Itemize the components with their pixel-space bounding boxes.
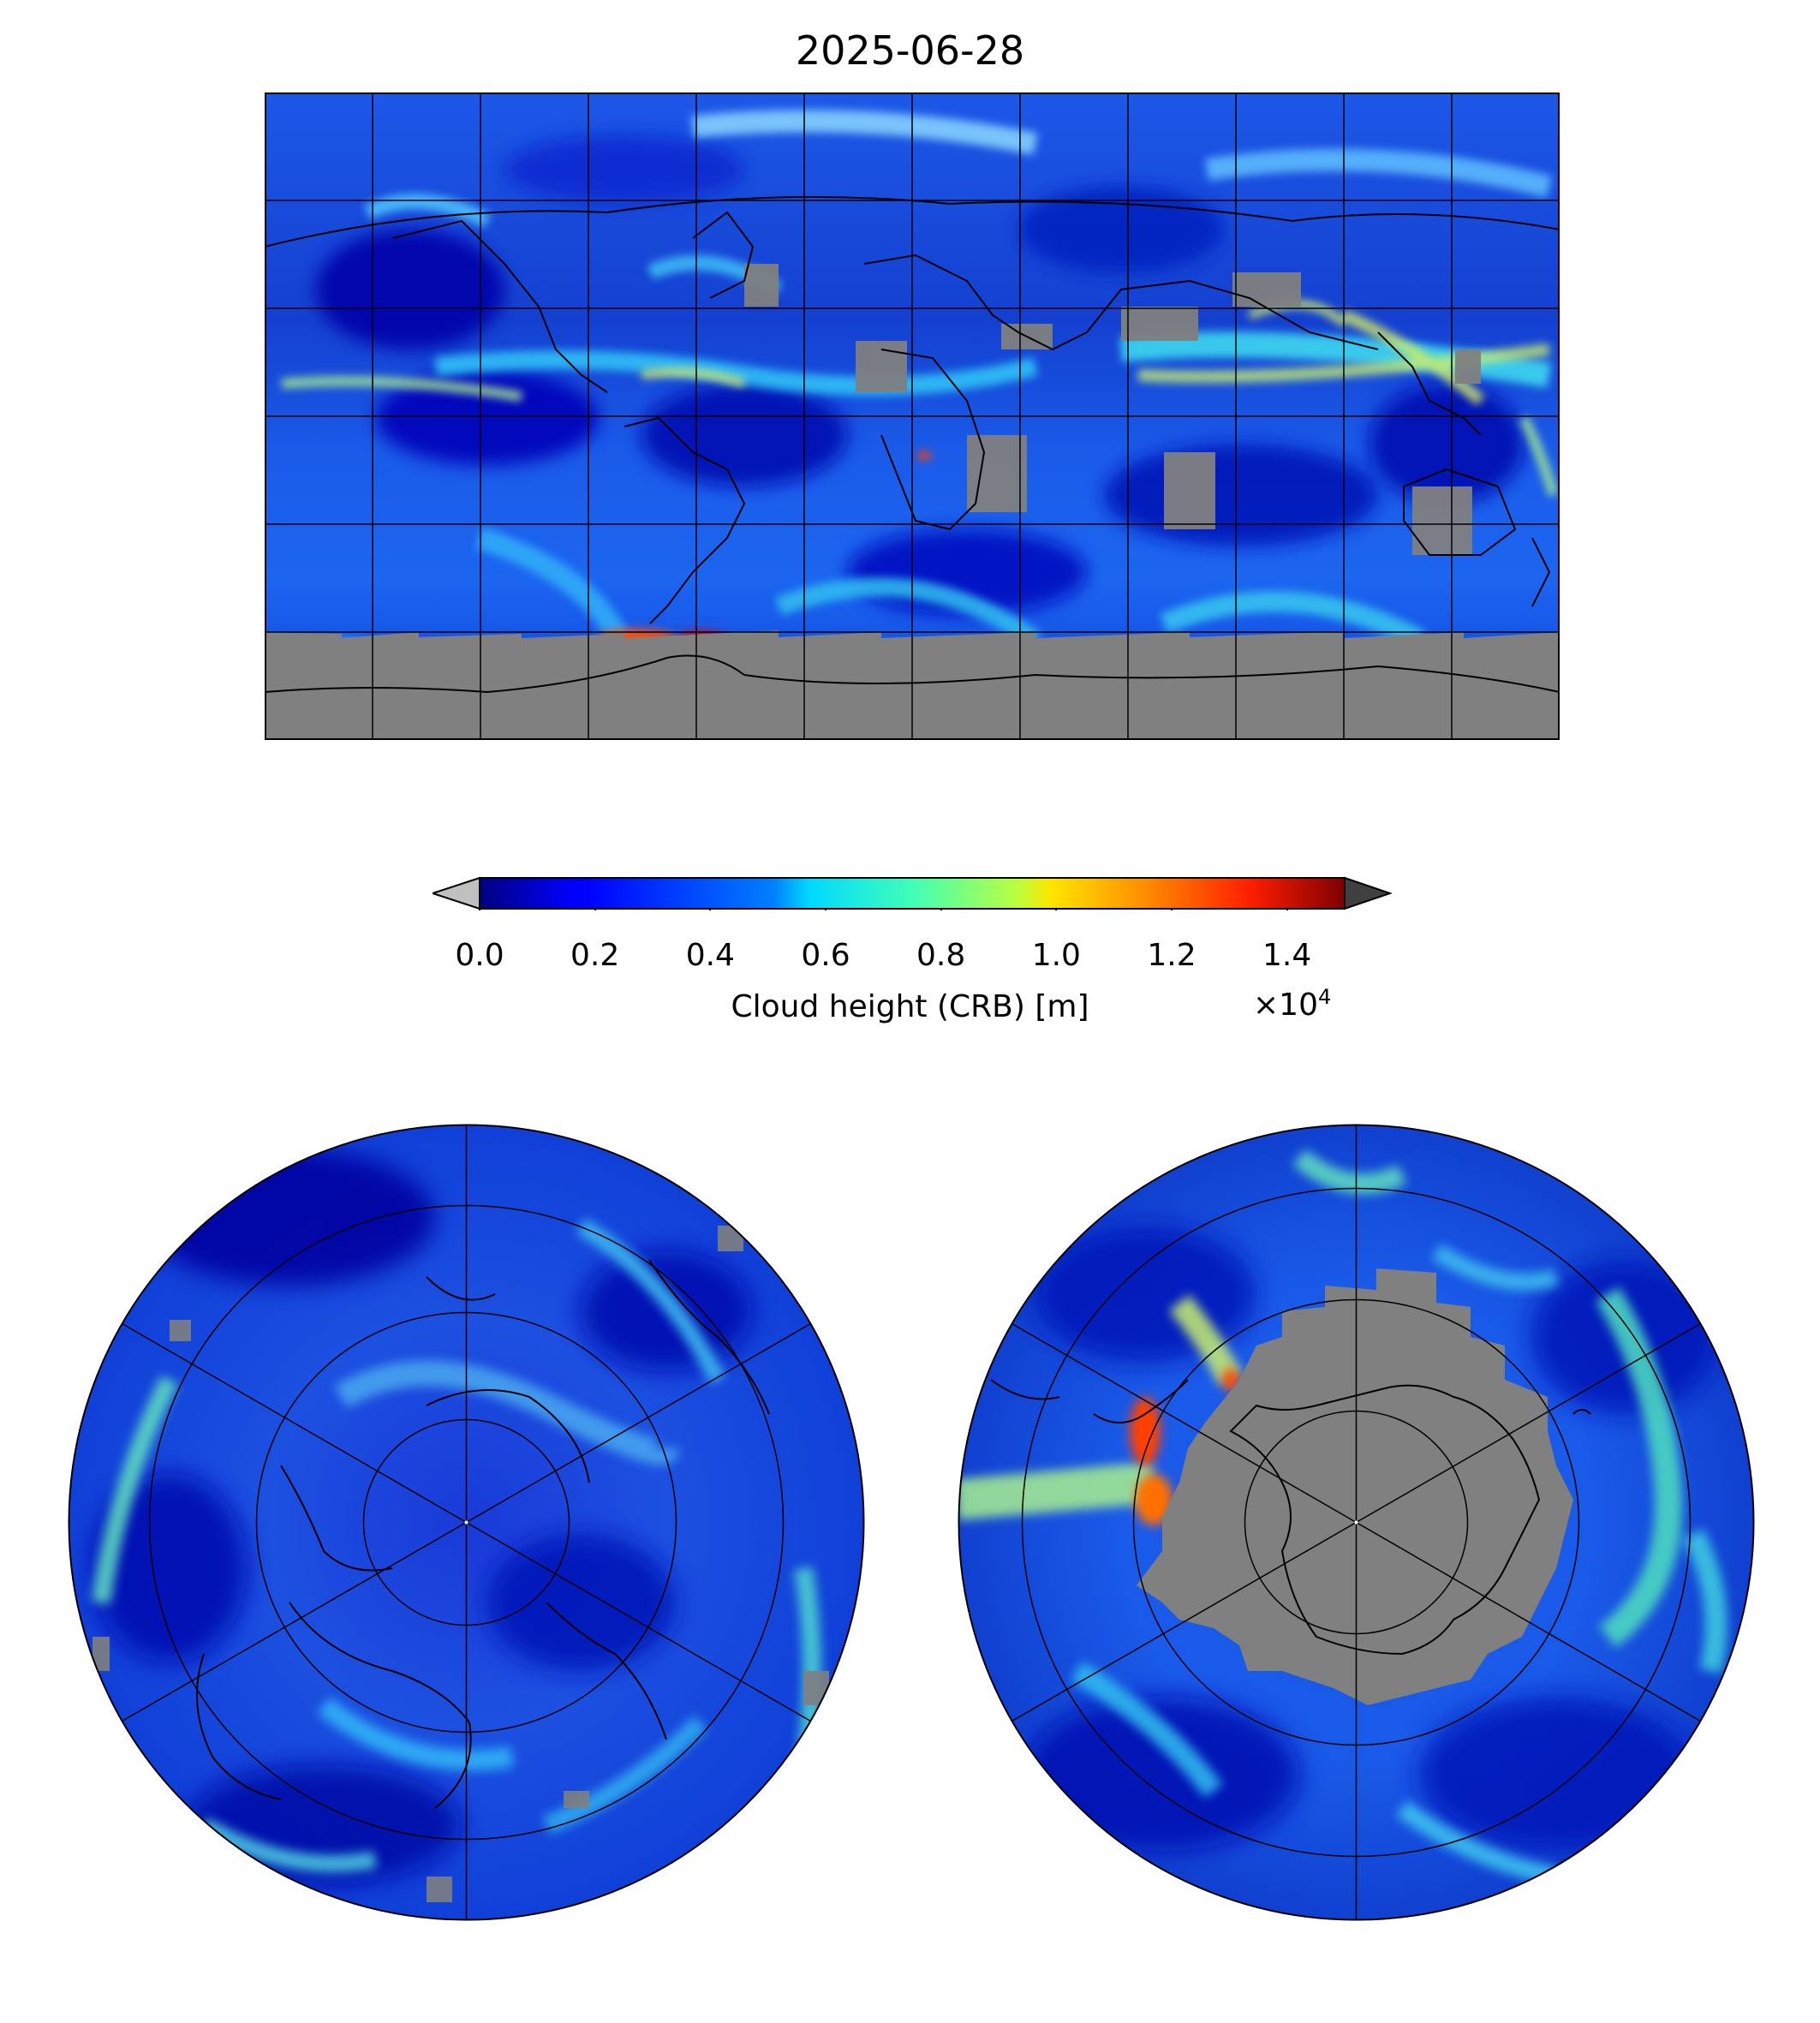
colorbar-label: Cloud height (CRB) [m]	[731, 989, 1089, 1024]
figure-title: 2025-06-28	[795, 27, 1025, 74]
global-map-canvas	[265, 92, 1560, 740]
colorbar-scale-exponent: 4	[1317, 985, 1332, 1009]
colorbar	[433, 876, 1392, 910]
colorbar-under-extension	[433, 876, 480, 910]
colorbar-tick-label: 1.2	[1147, 938, 1196, 973]
colorbar-tick-label: 0.8	[916, 938, 966, 973]
colorbar-tick-label: 1.4	[1262, 938, 1312, 973]
north-polar-canvas	[68, 1124, 865, 1921]
cloud-field	[265, 92, 1560, 740]
colorbar-svg	[433, 876, 1392, 910]
colorbar-over-extension	[1344, 876, 1392, 910]
north-polar-map	[67, 1123, 866, 1922]
colorbar-tick-label: 0.0	[455, 938, 504, 973]
colorbar-tick-label: 1.0	[1031, 938, 1081, 973]
global-map	[265, 92, 1560, 740]
south-polar-map	[957, 1123, 1756, 1922]
south-nodata-region	[1137, 1268, 1573, 1705]
coastlines	[265, 196, 1560, 694]
colorbar-tick-label: 0.2	[570, 938, 620, 973]
colorbar-gradient	[479, 877, 1346, 910]
graticule	[265, 92, 1560, 740]
colorbar-tick-label: 0.4	[685, 938, 735, 973]
colorbar-tick-label: 0.6	[801, 938, 850, 973]
south-polar-canvas	[958, 1124, 1755, 1921]
colorbar-tick-marks	[479, 909, 1288, 910]
colorbar-scale-factor: ×104	[1253, 985, 1331, 1023]
colorbar-scale-base: ×10	[1253, 988, 1318, 1023]
